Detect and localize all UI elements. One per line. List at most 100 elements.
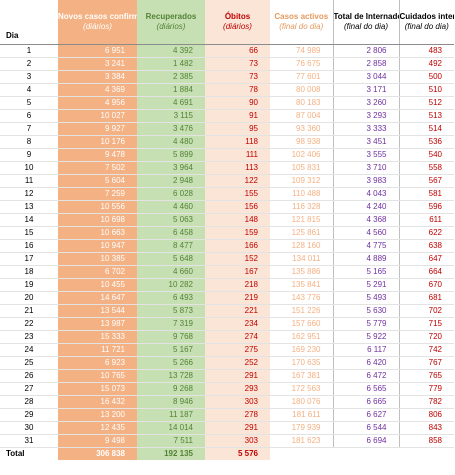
cell-obitos: 221 xyxy=(205,304,270,318)
cell-cuidados-intensivos: 742 xyxy=(398,343,454,357)
cell-dia: 24 xyxy=(0,343,58,357)
cell-obitos: 91 xyxy=(205,109,270,123)
cell-dia: 15 xyxy=(0,226,58,240)
table-row: 20 14 647 6 493 219 143 776 5 493 681 xyxy=(0,291,454,305)
cell-cuidados-intensivos: 664 xyxy=(398,265,454,279)
cell-obitos: 148 xyxy=(205,213,270,227)
cell-dia: 30 xyxy=(0,421,58,435)
cell-cuidados-intensivos: 567 xyxy=(398,174,454,188)
cell-obitos: 73 xyxy=(205,70,270,84)
cell-recuperados: 4 480 xyxy=(137,135,205,149)
cell-casos-activos: 74 989 xyxy=(270,44,333,58)
cell-internados: 4 560 xyxy=(332,226,399,240)
cell-novos-casos: 9 498 xyxy=(58,434,137,448)
cell-internados: 6 565 xyxy=(332,382,399,396)
cell-casos-activos: 80 008 xyxy=(270,83,333,97)
cell-cuidados-intensivos: 514 xyxy=(398,122,454,136)
cell-obitos: 291 xyxy=(205,421,270,435)
total-empty-cell xyxy=(333,447,399,460)
cell-dia: 31 xyxy=(0,434,58,448)
cell-cuidados-intensivos: 558 xyxy=(398,161,454,175)
cell-novos-casos: 14 647 xyxy=(58,291,137,305)
cell-internados: 6 472 xyxy=(332,369,399,383)
cell-casos-activos: 151 226 xyxy=(270,304,333,318)
cell-internados: 6 420 xyxy=(332,356,399,370)
cell-dia: 16 xyxy=(0,239,58,253)
cell-obitos: 291 xyxy=(205,369,270,383)
cell-obitos: 159 xyxy=(205,226,270,240)
header-casos-activos: Casos activos (final do dia) xyxy=(270,0,333,45)
table-row: 12 7 259 6 028 155 110 488 4 043 581 xyxy=(0,187,454,201)
header-casos-activos-sub: (final do dia) xyxy=(279,22,324,31)
cell-obitos: 73 xyxy=(205,57,270,71)
cell-internados: 4 240 xyxy=(332,200,399,214)
cell-obitos: 219 xyxy=(205,291,270,305)
cell-cuidados-intensivos: 513 xyxy=(398,109,454,123)
total-label: Total xyxy=(0,447,58,460)
cell-obitos: 234 xyxy=(205,317,270,331)
cell-recuperados: 1 884 xyxy=(137,83,205,97)
cell-dia: 17 xyxy=(0,252,58,266)
cell-internados: 6 117 xyxy=(332,343,399,357)
cell-cuidados-intensivos: 512 xyxy=(398,96,454,110)
cell-recuperados: 3 115 xyxy=(137,109,205,123)
cell-casos-activos: 77 601 xyxy=(270,70,333,84)
cell-recuperados: 1 482 xyxy=(137,57,205,71)
cell-obitos: 275 xyxy=(205,343,270,357)
cell-dia: 6 xyxy=(0,109,58,123)
cell-novos-casos: 10 176 xyxy=(58,135,137,149)
cell-novos-casos: 10 027 xyxy=(58,109,137,123)
cell-internados: 6 627 xyxy=(332,408,399,422)
cell-recuperados: 6 028 xyxy=(137,187,205,201)
cell-recuperados: 3 964 xyxy=(137,161,205,175)
cell-dia: 1 xyxy=(0,44,58,58)
cell-obitos: 252 xyxy=(205,356,270,370)
cell-recuperados: 5 648 xyxy=(137,252,205,266)
cell-obitos: 113 xyxy=(205,161,270,175)
cell-casos-activos: 135 886 xyxy=(270,265,333,279)
cell-novos-casos: 10 556 xyxy=(58,200,137,214)
table-row: 21 13 544 5 873 221 151 226 5 630 702 xyxy=(0,304,454,318)
cell-obitos: 274 xyxy=(205,330,270,344)
cell-internados: 6 544 xyxy=(332,421,399,435)
cell-novos-casos: 15 333 xyxy=(58,330,137,344)
cell-cuidados-intensivos: 782 xyxy=(398,395,454,409)
cell-novos-casos: 10 947 xyxy=(58,239,137,253)
cell-dia: 7 xyxy=(0,122,58,136)
header-recuperados-sub: (diários) xyxy=(156,22,186,31)
cell-recuperados: 3 476 xyxy=(137,122,205,136)
cell-internados: 4 043 xyxy=(332,187,399,201)
cell-dia: 19 xyxy=(0,278,58,292)
totals-row: Total 306 838 192 135 5 576 xyxy=(0,447,454,460)
cell-obitos: 303 xyxy=(205,434,270,448)
cell-recuperados: 9 768 xyxy=(137,330,205,344)
header-casos-activos-label: Casos activos xyxy=(274,12,329,21)
cell-recuperados: 2 385 xyxy=(137,70,205,84)
table-row: 23 15 333 9 768 274 162 951 5 922 720 xyxy=(0,330,454,344)
table-row: 18 6 702 4 660 167 135 886 5 165 664 xyxy=(0,265,454,279)
cell-cuidados-intensivos: 581 xyxy=(398,187,454,201)
cell-casos-activos: 76 675 xyxy=(270,57,333,71)
cell-casos-activos: 179 939 xyxy=(270,421,333,435)
cell-dia: 5 xyxy=(0,96,58,110)
cell-recuperados: 6 458 xyxy=(137,226,205,240)
cell-dia: 11 xyxy=(0,174,58,188)
header-recuperados-label: Recuperados xyxy=(145,12,197,21)
cell-recuperados: 13 728 xyxy=(137,369,205,383)
cell-casos-activos: 135 841 xyxy=(270,278,333,292)
cell-novos-casos: 4 956 xyxy=(58,96,137,110)
cell-novos-casos: 5 604 xyxy=(58,174,137,188)
cell-casos-activos: 87 004 xyxy=(270,109,333,123)
cell-novos-casos: 3 241 xyxy=(58,57,137,71)
cell-obitos: 293 xyxy=(205,382,270,396)
cell-casos-activos: 102 406 xyxy=(270,148,333,162)
header-cuidados-intensivos-label: Cuidados intensivos xyxy=(399,12,454,21)
cell-dia: 12 xyxy=(0,187,58,201)
cell-obitos: 152 xyxy=(205,252,270,266)
cell-recuperados: 11 187 xyxy=(137,408,205,422)
cell-dia: 3 xyxy=(0,70,58,84)
cell-cuidados-intensivos: 540 xyxy=(398,148,454,162)
cell-recuperados: 2 948 xyxy=(137,174,205,188)
